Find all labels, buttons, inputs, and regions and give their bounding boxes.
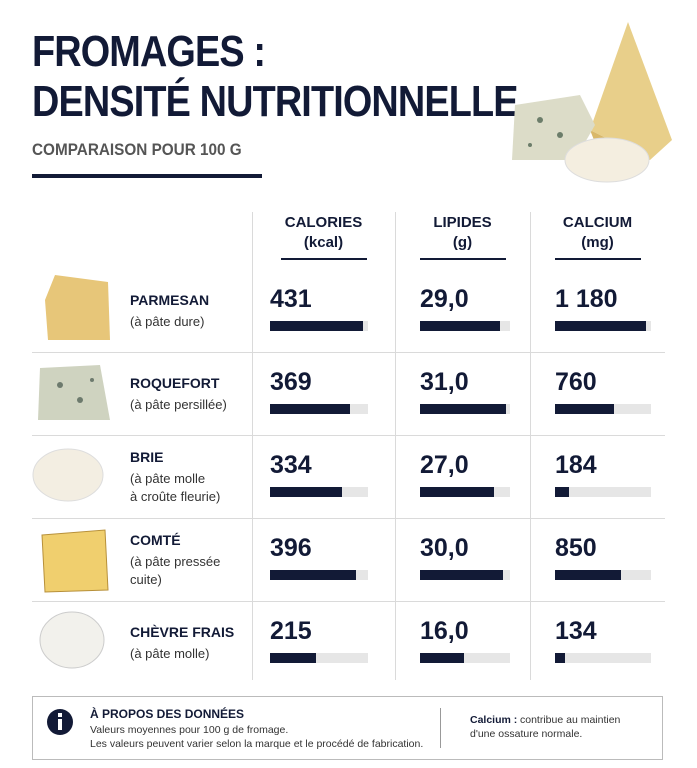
bar-track [270,321,368,331]
bar-track [555,487,651,497]
bar-track [555,570,651,580]
bar [270,404,350,414]
footer-line: Les valeurs peuvent varier selon la marq… [90,738,424,750]
bar-track [420,404,510,414]
hero-cheese [512,22,672,183]
column-title: LIPIDES [433,214,492,231]
info-i [58,713,62,717]
header-underline [419,258,506,260]
value: 396 [270,534,312,562]
value: 850 [555,534,597,562]
row-divider [32,435,665,436]
row-divider [32,352,665,353]
cheese-type: (à pâte molle [130,471,206,486]
bar [555,570,621,580]
cheese-type: (à pâte dure) [130,314,205,329]
footer-heading: À PROPOS DES DONNÉES [90,707,245,721]
value: 215 [270,617,312,645]
value: 431 [270,285,312,313]
bar [555,653,566,663]
bar-track [555,404,651,414]
bar-track [555,321,651,331]
value: 184 [555,451,597,479]
bar [555,321,647,331]
cheese-type: (à pâte molle) [130,646,210,661]
bar [420,570,503,580]
column-title: CALORIES [284,214,363,231]
info-i [58,719,62,730]
column-title: CALCIUM [562,214,633,231]
title-line: FROMAGES : [32,27,266,76]
note-line: contribue au maintien [520,714,621,726]
value: 760 [555,368,597,396]
cheese-name: PARMESAN [130,292,210,308]
bar [270,653,317,663]
column-unit: (g) [452,234,473,251]
value: 334 [270,451,312,479]
cheese-name: CHÈVRE FRAIS [130,624,235,640]
value: 30,0 [420,534,469,562]
cheese-name: COMTÉ [130,532,181,548]
cheese-name: BRIE [130,449,164,465]
bar [420,653,465,663]
column-divider [530,212,531,680]
value: 16,0 [420,617,469,645]
bar [270,487,343,497]
bar [270,321,364,331]
value: 134 [555,617,597,645]
bar-track [420,321,510,331]
column-unit: (kcal) [303,234,344,251]
header-underline [554,258,641,260]
footer-box [32,696,663,760]
bar [555,404,614,414]
bar-track [270,404,368,414]
row-divider [32,518,665,519]
bar [420,404,506,414]
bar [420,487,495,497]
footer-line: Valeurs moyennes pour 100 g de fromage. [90,724,289,736]
header-underline [280,258,367,260]
column-divider [395,212,396,680]
bar-track [270,653,368,663]
column-unit: (mg) [581,234,614,251]
bar-track [420,653,510,663]
bar-track [420,487,510,497]
bar [555,487,570,497]
value: 1 180 [555,285,618,313]
note-label: Calcium : [470,714,518,726]
bar-track [270,487,368,497]
value: 369 [270,368,312,396]
subtitle: COMPARAISON POUR 100 G [32,140,242,159]
column-divider [252,212,253,680]
value: 31,0 [420,368,469,396]
bar [270,570,356,580]
bar [420,321,500,331]
value: 27,0 [420,451,469,479]
note-line: d'une ossature normale. [470,728,583,740]
underline [32,174,262,178]
row-cheese [32,275,110,669]
title-line: DENSITÉ NUTRITIONNELLE [32,77,518,126]
cheese-type: à croûte fleurie) [130,489,221,504]
cheese-name: ROQUEFORT [130,375,220,391]
value: 29,0 [420,285,469,313]
row-divider [32,601,665,602]
cheese-type: (à pâte pressée [130,554,221,569]
cheese-type: (à pâte persillée) [130,397,227,412]
bar-track [555,653,651,663]
bar-track [270,570,368,580]
bar-track [420,570,510,580]
cheese-type: cuite) [130,572,162,587]
footer-divider [440,708,441,748]
